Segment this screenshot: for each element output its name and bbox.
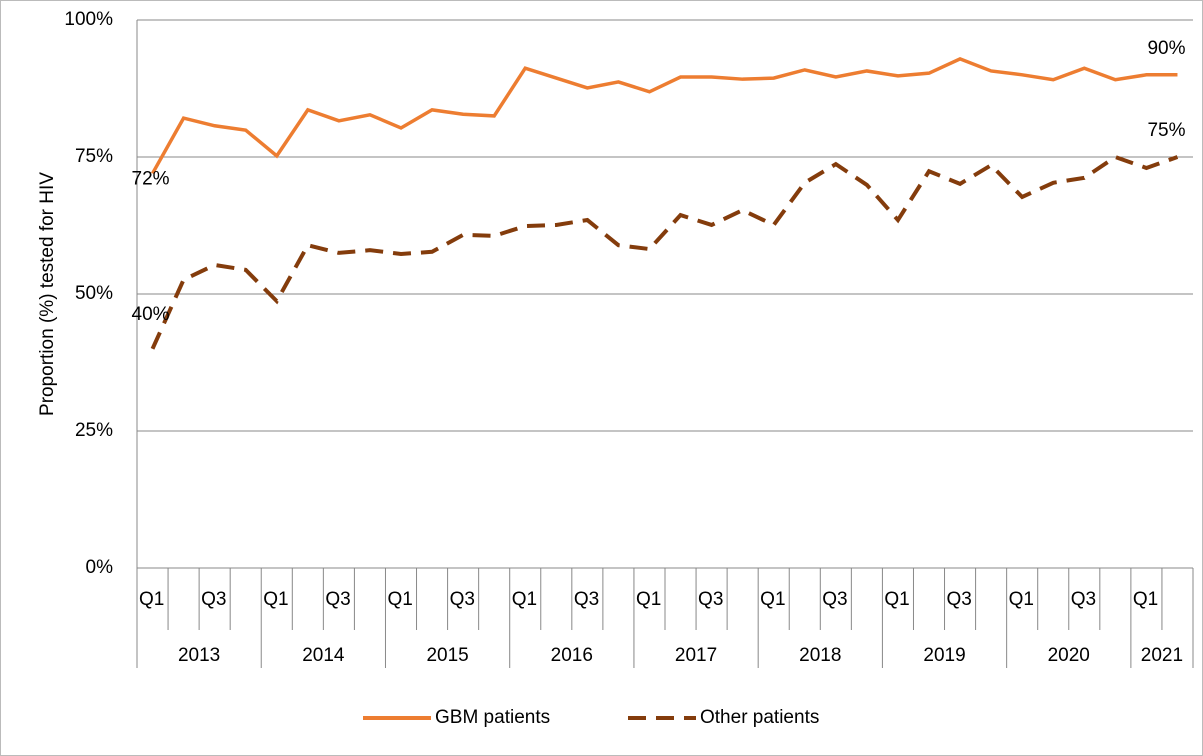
series-line bbox=[151, 57, 1178, 175]
data-label: 72% bbox=[132, 168, 170, 189]
x-tick-label: Q1 bbox=[760, 589, 785, 610]
y-tick-label: 100% bbox=[64, 9, 113, 30]
x-tick-label: Q3 bbox=[574, 589, 599, 610]
x-group-label: 2016 bbox=[551, 645, 593, 666]
x-tick-label: Q3 bbox=[450, 589, 475, 610]
y-tick-label: 50% bbox=[75, 283, 113, 304]
x-group-label: 2018 bbox=[799, 645, 841, 666]
x-tick-label: Q3 bbox=[1071, 589, 1096, 610]
series-line bbox=[150, 154, 1179, 350]
data-label: 40% bbox=[132, 304, 170, 325]
x-group-label: 2019 bbox=[923, 645, 965, 666]
x-group-label: 2020 bbox=[1048, 645, 1090, 666]
y-axis-title: Proportion (%) tested for HIV bbox=[37, 172, 58, 416]
x-tick-label: Q3 bbox=[698, 589, 723, 610]
x-group-label: 2021 bbox=[1141, 645, 1183, 666]
x-tick-label: Q3 bbox=[947, 589, 972, 610]
x-tick-label: Q1 bbox=[636, 589, 661, 610]
x-tick-label: Q1 bbox=[387, 589, 412, 610]
legend-label: GBM patients bbox=[435, 707, 550, 728]
x-tick-label: Q1 bbox=[884, 589, 909, 610]
data-label: 75% bbox=[1147, 120, 1185, 141]
legend-label: Other patients bbox=[700, 707, 819, 728]
x-tick-label: Q1 bbox=[512, 589, 537, 610]
y-tick-label: 75% bbox=[75, 146, 113, 167]
x-tick-label: Q1 bbox=[139, 589, 164, 610]
x-group-label: 2014 bbox=[302, 645, 345, 666]
x-tick-label: Q1 bbox=[1133, 589, 1158, 610]
x-tick-label: Q1 bbox=[1009, 589, 1034, 610]
x-tick-label: Q1 bbox=[263, 589, 288, 610]
x-tick-label: Q3 bbox=[201, 589, 226, 610]
x-group-label: 2013 bbox=[178, 645, 220, 666]
y-tick-label: 0% bbox=[86, 557, 114, 578]
data-label: 90% bbox=[1147, 38, 1185, 59]
x-group-label: 2017 bbox=[675, 645, 717, 666]
x-tick-label: Q3 bbox=[325, 589, 350, 610]
x-group-label: 2015 bbox=[426, 645, 468, 666]
x-tick-label: Q3 bbox=[822, 589, 847, 610]
y-tick-label: 25% bbox=[75, 420, 113, 441]
